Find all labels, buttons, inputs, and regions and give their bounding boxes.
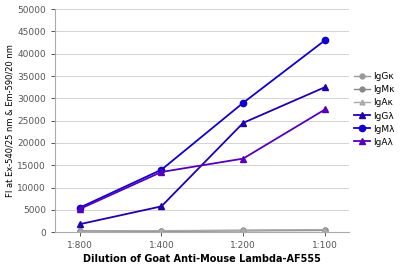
IgMλ xyxy=(159,168,164,171)
IgAλ xyxy=(322,108,327,111)
IgAκ xyxy=(159,229,164,232)
IgMλ xyxy=(77,206,82,209)
IgGκ xyxy=(159,230,164,233)
Y-axis label: FI at Ex-540/25 nm & Em-590/20 nm: FI at Ex-540/25 nm & Em-590/20 nm xyxy=(6,44,14,197)
Line: IgMλ: IgMλ xyxy=(76,37,328,211)
IgMκ xyxy=(241,229,246,232)
IgAκ xyxy=(77,230,82,233)
IgGλ xyxy=(77,222,82,226)
IgGλ xyxy=(159,205,164,208)
IgGλ xyxy=(241,121,246,124)
IgMλ xyxy=(241,101,246,104)
IgGκ xyxy=(241,229,246,232)
IgMλ xyxy=(322,39,327,42)
Line: IgAκ: IgAκ xyxy=(77,227,327,234)
IgMκ xyxy=(77,229,82,232)
IgMκ xyxy=(322,228,327,232)
Line: IgGλ: IgGλ xyxy=(76,84,328,227)
IgAκ xyxy=(322,228,327,231)
IgAλ xyxy=(77,207,82,211)
Legend: IgGκ, IgMκ, IgAκ, IgGλ, IgMλ, IgAλ: IgGκ, IgMκ, IgAκ, IgGλ, IgMλ, IgAλ xyxy=(354,72,394,147)
IgGκ xyxy=(322,229,327,232)
IgAκ xyxy=(241,229,246,232)
IgGλ xyxy=(322,86,327,89)
IgMκ xyxy=(159,229,164,232)
Line: IgMκ: IgMκ xyxy=(77,228,327,233)
X-axis label: Dilution of Goat Anti-Mouse Lambda-AF555: Dilution of Goat Anti-Mouse Lambda-AF555 xyxy=(83,254,321,264)
IgAλ xyxy=(159,170,164,174)
Line: IgGκ: IgGκ xyxy=(77,228,327,234)
Line: IgAλ: IgAλ xyxy=(76,106,328,212)
IgAλ xyxy=(241,157,246,160)
IgGκ xyxy=(77,230,82,233)
